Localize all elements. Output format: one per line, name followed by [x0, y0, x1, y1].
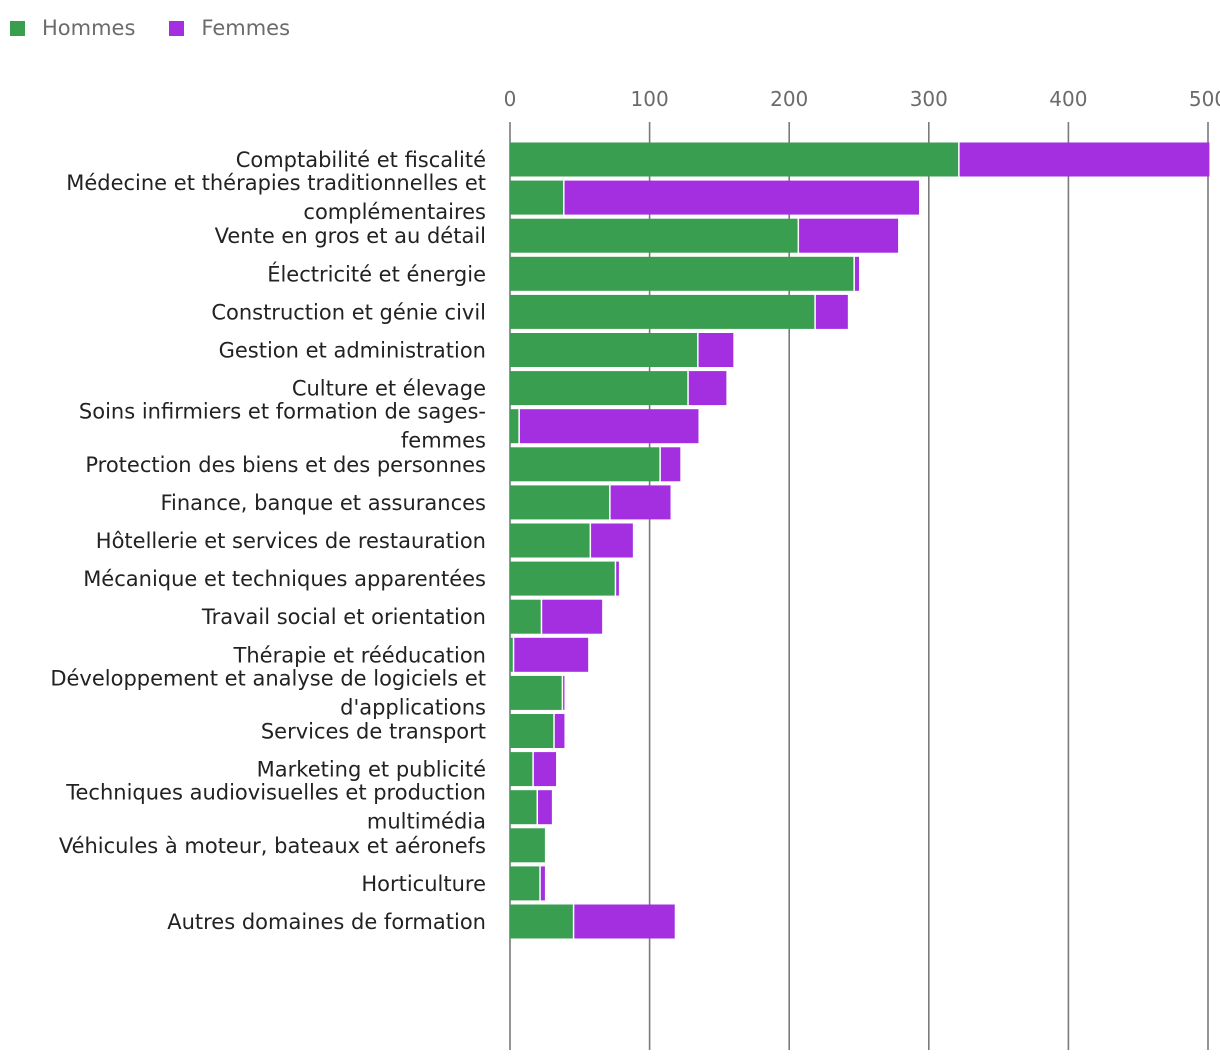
- bar-hommes-16[interactable]: [510, 752, 533, 787]
- bar-femmes-8[interactable]: [660, 447, 681, 482]
- x-tick-label-500: 500: [1189, 87, 1220, 111]
- legend-label-femmes: Femmes: [201, 16, 291, 40]
- bar-hommes-10[interactable]: [510, 523, 590, 558]
- bar-femmes-10[interactable]: [591, 523, 633, 558]
- bar-femmes-2[interactable]: [799, 218, 899, 253]
- bar-femmes-17[interactable]: [538, 790, 552, 825]
- x-tick-label-0: 0: [504, 87, 517, 111]
- bar-hommes-1[interactable]: [510, 180, 564, 215]
- legend-swatch-hommes: [10, 20, 25, 36]
- bar-femmes-14[interactable]: [563, 675, 565, 710]
- bar-femmes-5[interactable]: [698, 333, 734, 367]
- x-tick-label-100: 100: [631, 87, 669, 111]
- bar-femmes-16[interactable]: [533, 752, 557, 787]
- category-label-0: Comptabilité et fiscalité: [236, 148, 486, 172]
- category-label-15: Services de transport: [261, 720, 486, 744]
- bar-hommes-14[interactable]: [510, 675, 562, 710]
- category-label-18: Véhicules à moteur, bateaux et aéronefs: [59, 834, 486, 858]
- bar-hommes-4[interactable]: [510, 294, 815, 329]
- category-label-20: Autres domaines de formation: [167, 910, 486, 934]
- category-label-13: Thérapie et rééducation: [233, 643, 486, 667]
- legend-swatch-femmes: [169, 20, 185, 36]
- bar-hommes-0[interactable]: [510, 142, 959, 177]
- category-label-4: Construction et génie civil: [211, 300, 486, 324]
- bar-femmes-11[interactable]: [616, 561, 619, 596]
- bar-femmes-13[interactable]: [514, 637, 589, 672]
- legend-item-hommes[interactable]: Hommes: [10, 16, 135, 40]
- bar-hommes-9[interactable]: [510, 485, 610, 520]
- bar-femmes-3[interactable]: [854, 256, 859, 291]
- bar-femmes-9[interactable]: [610, 485, 671, 520]
- x-tick-label-300: 300: [910, 87, 948, 111]
- bar-femmes-0[interactable]: [959, 142, 1210, 177]
- category-label-1: Médecine et thérapies traditionnelles et…: [66, 171, 486, 224]
- bar-hommes-13[interactable]: [510, 637, 513, 672]
- bar-hommes-19[interactable]: [510, 866, 540, 901]
- bar-hommes-3[interactable]: [510, 256, 854, 291]
- bar-hommes-17[interactable]: [510, 790, 537, 825]
- bar-hommes-6[interactable]: [510, 371, 688, 406]
- bar-femmes-6[interactable]: [688, 371, 727, 406]
- category-label-7: Soins infirmiers et formation de sages-f…: [79, 400, 486, 453]
- category-label-10: Hôtellerie et services de restauration: [96, 529, 486, 553]
- bar-femmes-15[interactable]: [554, 714, 565, 748]
- x-tick-label-400: 400: [1049, 87, 1087, 111]
- bar-femmes-1[interactable]: [564, 180, 920, 215]
- x-tick-label-200: 200: [770, 87, 808, 111]
- bar-femmes-12[interactable]: [542, 599, 603, 634]
- category-label-12: Travail social et orientation: [201, 605, 486, 629]
- legend-label-hommes: Hommes: [42, 16, 136, 40]
- bar-hommes-12[interactable]: [510, 599, 541, 634]
- bar-hommes-11[interactable]: [510, 561, 615, 596]
- category-label-11: Mécanique et techniques apparentées: [83, 567, 486, 591]
- bar-hommes-18[interactable]: [510, 828, 545, 863]
- bar-hommes-5[interactable]: [510, 333, 698, 367]
- bar-femmes-4[interactable]: [815, 294, 848, 329]
- category-label-14: Développement et analyse de logiciels et…: [50, 666, 486, 719]
- bar-femmes-19[interactable]: [540, 866, 545, 901]
- legend-item-femmes[interactable]: Femmes: [169, 16, 290, 40]
- category-label-6: Culture et élevage: [292, 377, 486, 401]
- bar-hommes-2[interactable]: [510, 218, 798, 253]
- category-label-8: Protection des biens et des personnes: [85, 453, 486, 477]
- bars-layer: [510, 142, 1210, 939]
- category-label-16: Marketing et publicité: [257, 758, 486, 782]
- bar-femmes-20[interactable]: [574, 904, 675, 939]
- bar-hommes-7[interactable]: [510, 409, 519, 444]
- category-label-9: Finance, banque et assurances: [160, 491, 486, 515]
- category-label-17: Techniques audiovisuelles et production m…: [65, 781, 486, 834]
- category-label-5: Gestion et administration: [219, 339, 486, 363]
- bar-hommes-15[interactable]: [510, 714, 554, 748]
- legend: Hommes Femmes: [10, 12, 324, 44]
- x-axis-ticks: 0 100 200 300 400 500: [504, 87, 1220, 111]
- bar-hommes-8[interactable]: [510, 447, 660, 482]
- bar-hommes-20[interactable]: [510, 904, 573, 939]
- category-label-3: Électricité et énergie: [267, 261, 486, 286]
- bar-femmes-7[interactable]: [519, 409, 699, 444]
- category-label-2: Vente en gros et au détail: [215, 224, 486, 248]
- category-label-19: Horticulture: [361, 872, 486, 896]
